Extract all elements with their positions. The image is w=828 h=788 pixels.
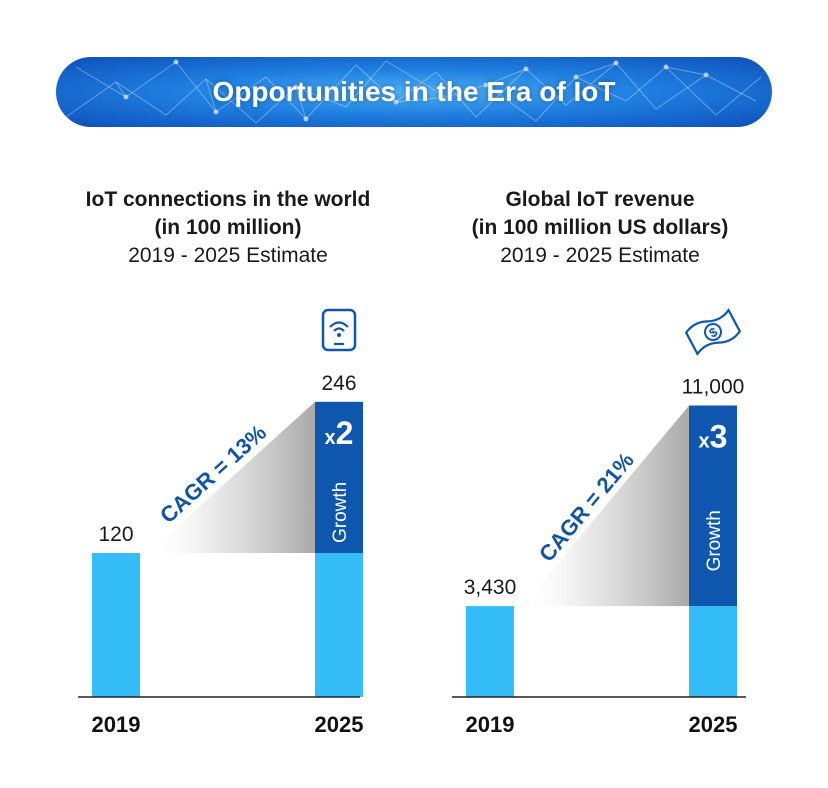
x-tick-label: 2019 bbox=[466, 712, 515, 737]
multiplier-label: x2 bbox=[325, 415, 354, 451]
chart-subtitle: (in 100 million US dollars) bbox=[471, 216, 729, 239]
data-label: 11,000 bbox=[682, 376, 745, 399]
growth-label: Growth bbox=[330, 482, 351, 543]
x-tick-label: 2019 bbox=[92, 712, 141, 737]
smartphone-wifi-icon bbox=[321, 308, 357, 352]
bar-2025-base bbox=[689, 606, 737, 697]
title-banner: Opportunities in the Era of IoT bbox=[56, 57, 772, 127]
bill-circle bbox=[704, 323, 722, 341]
x-tick-label: 2025 bbox=[689, 712, 738, 737]
wifi-dot bbox=[337, 333, 341, 337]
page-title: Opportunities in the Era of IoT bbox=[212, 76, 616, 107]
chart-period: 2019 - 2025 Estimate bbox=[500, 244, 700, 267]
x-tick-label: 2025 bbox=[315, 712, 364, 737]
data-label: 120 bbox=[98, 523, 133, 546]
bar-2025-growth bbox=[689, 405, 737, 607]
dollar-bill-icon: $ bbox=[684, 308, 742, 356]
chart-title-revenue: Global IoT revenue (in 100 million US do… bbox=[410, 186, 790, 270]
cagr-wedge bbox=[148, 401, 315, 553]
chart-subtitle: (in 100 million) bbox=[154, 216, 302, 239]
growth-label: Growth bbox=[704, 510, 725, 571]
cagr-wedge bbox=[522, 405, 689, 607]
bar-2019 bbox=[92, 553, 140, 697]
chart-title-line: IoT connections in the world bbox=[85, 188, 371, 211]
network-pattern bbox=[65, 59, 762, 124]
bar-2019 bbox=[466, 606, 514, 697]
multiplier-label: x3 bbox=[699, 419, 728, 455]
bill-outline bbox=[684, 308, 742, 356]
chart-title-connections: IoT connections in the world (in 100 mil… bbox=[38, 186, 418, 270]
wifi-arc bbox=[329, 321, 349, 328]
chart-period: 2019 - 2025 Estimate bbox=[128, 244, 328, 267]
bar-2025-growth bbox=[315, 401, 363, 553]
chart-title-line: Global IoT revenue bbox=[505, 188, 695, 211]
data-label: 246 bbox=[321, 372, 356, 395]
data-label: 3,430 bbox=[464, 576, 517, 599]
bar-2025-base bbox=[315, 553, 363, 697]
icon-body bbox=[321, 308, 357, 352]
wifi-arc bbox=[333, 327, 345, 332]
